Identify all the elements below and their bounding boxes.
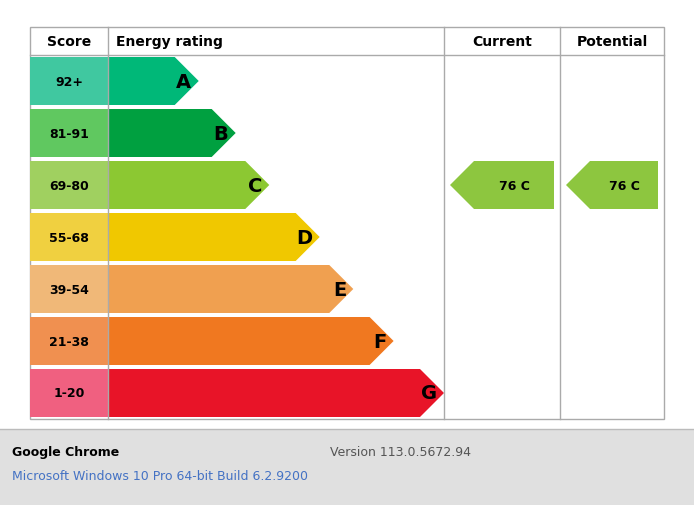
Polygon shape <box>108 162 269 210</box>
Text: Energy rating: Energy rating <box>116 35 223 49</box>
Text: Google Chrome: Google Chrome <box>12 445 119 458</box>
Text: 69-80: 69-80 <box>49 179 89 192</box>
Text: Microsoft Windows 10 Pro 64-bit Build 6.2.9200: Microsoft Windows 10 Pro 64-bit Build 6.… <box>12 469 308 482</box>
Text: Version 113.0.5672.94: Version 113.0.5672.94 <box>330 445 471 458</box>
Polygon shape <box>566 162 658 210</box>
Polygon shape <box>108 110 236 158</box>
FancyBboxPatch shape <box>30 266 108 314</box>
Text: 39-54: 39-54 <box>49 283 89 296</box>
FancyBboxPatch shape <box>30 317 108 365</box>
Text: Potential: Potential <box>577 35 648 49</box>
Text: 76 C: 76 C <box>609 179 639 192</box>
FancyBboxPatch shape <box>30 369 108 417</box>
Polygon shape <box>108 369 444 417</box>
Text: D: D <box>296 228 312 247</box>
FancyBboxPatch shape <box>0 429 694 505</box>
Text: Current: Current <box>472 35 532 49</box>
FancyBboxPatch shape <box>30 214 108 262</box>
Text: 76 C: 76 C <box>498 179 530 192</box>
Text: A: A <box>176 72 192 91</box>
Text: 21-38: 21-38 <box>49 335 89 348</box>
Polygon shape <box>108 317 393 365</box>
Polygon shape <box>108 214 320 262</box>
Text: 55-68: 55-68 <box>49 231 89 244</box>
Text: 81-91: 81-91 <box>49 127 89 140</box>
Text: E: E <box>333 280 346 299</box>
Text: 92+: 92+ <box>55 75 83 88</box>
Text: C: C <box>248 176 262 195</box>
Text: Score: Score <box>47 35 91 49</box>
Polygon shape <box>108 58 198 106</box>
Polygon shape <box>108 266 353 314</box>
Text: F: F <box>373 332 387 351</box>
FancyBboxPatch shape <box>30 162 108 210</box>
Polygon shape <box>450 162 554 210</box>
Text: B: B <box>214 124 228 143</box>
Text: G: G <box>421 384 437 402</box>
FancyBboxPatch shape <box>30 58 108 106</box>
Text: 1-20: 1-20 <box>53 387 85 400</box>
FancyBboxPatch shape <box>30 110 108 158</box>
